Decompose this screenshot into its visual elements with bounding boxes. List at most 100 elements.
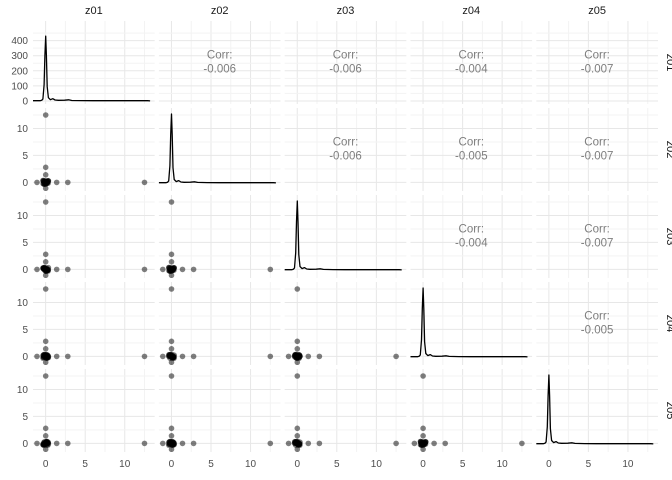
panel-grid xyxy=(536,195,659,278)
scatter-point xyxy=(42,353,49,360)
panel-z05-z01-scatter xyxy=(33,369,155,452)
panel-z03-z01-scatter xyxy=(33,195,155,278)
scatter-point xyxy=(42,112,49,118)
panel-grid xyxy=(410,282,533,365)
strip-label-right-z01: z01 xyxy=(664,54,672,72)
panel-z04-z03-scatter xyxy=(284,282,407,365)
scatter-point xyxy=(294,359,301,365)
scatter-points xyxy=(34,373,148,452)
panel-z02-z01-scatter xyxy=(33,108,155,191)
scatter-point xyxy=(294,373,301,379)
scatter-points xyxy=(160,286,274,365)
scatter-point xyxy=(294,446,301,452)
y-tick-label: 5 xyxy=(22,412,28,423)
panel-z01-z01-density xyxy=(33,21,155,104)
scatter-point xyxy=(53,353,60,360)
panel-grid xyxy=(410,108,533,191)
panel-z02-z05-corr: Corr: -0.007 xyxy=(536,108,659,191)
scatter-point xyxy=(168,346,175,352)
scatter-point xyxy=(168,266,175,273)
scatter-point xyxy=(65,353,71,360)
scatter-point xyxy=(393,353,399,360)
y-tick-label: 10 xyxy=(17,124,29,135)
corr-value: -0.005 xyxy=(581,325,614,337)
scatter-point xyxy=(141,266,148,273)
y-tick-label-row1: 100 xyxy=(11,81,28,92)
x-tick-label: 10 xyxy=(119,459,131,470)
density-curve xyxy=(410,287,528,358)
scatter-points xyxy=(34,199,148,278)
x-tick-label: 10 xyxy=(245,459,257,470)
scatter-point xyxy=(42,286,49,292)
y-tick-label-row1: 200 xyxy=(11,66,28,77)
panel-z05-z05-density xyxy=(536,369,659,452)
scatter-point xyxy=(168,446,175,452)
scatter-point xyxy=(267,440,274,447)
scatter-point xyxy=(190,353,197,360)
panel-z01-z03-corr: Corr: -0.006 xyxy=(284,21,407,104)
panel-z03-z02-scatter xyxy=(158,195,281,278)
panel-z03-z04-corr: Corr: -0.004 xyxy=(410,195,533,278)
y-tick-label: 0 xyxy=(22,352,28,363)
x-tick-label: 0 xyxy=(420,459,426,470)
panel-grid xyxy=(536,282,659,365)
panel-z05-z02-scatter xyxy=(158,369,281,452)
scatter-point xyxy=(420,373,426,379)
scatter-point xyxy=(34,440,40,447)
scatter-point xyxy=(294,353,301,360)
scatter-point xyxy=(42,425,49,432)
scatter-point xyxy=(305,440,312,447)
panel-z04-z02-scatter xyxy=(158,282,281,365)
corr-label: Corr: xyxy=(459,224,485,236)
corr-value: -0.007 xyxy=(581,64,614,76)
corr-value: -0.006 xyxy=(203,64,236,76)
scatter-points xyxy=(160,199,274,278)
scatter-point xyxy=(42,373,49,379)
strip-label-right-z05: z05 xyxy=(664,402,672,420)
corr-label: Corr: xyxy=(584,224,610,236)
panel-grid xyxy=(410,21,533,104)
scatter-point xyxy=(420,446,426,452)
scatter-point xyxy=(179,440,186,447)
scatter-point xyxy=(42,266,49,273)
strip-label-top-z03: z03 xyxy=(337,5,355,17)
panel-z03-z05-corr: Corr: -0.007 xyxy=(536,195,659,278)
scatter-point xyxy=(168,425,175,432)
x-tick-label: 10 xyxy=(371,459,383,470)
scatter-point xyxy=(420,425,426,432)
scatter-points xyxy=(34,286,148,365)
panel-grid xyxy=(410,369,533,452)
corr-value: -0.006 xyxy=(329,151,362,163)
scatter-point xyxy=(42,433,49,439)
scatter-point xyxy=(42,440,49,447)
scatter-point xyxy=(179,266,186,273)
y-tick-label-row1: 400 xyxy=(11,36,28,47)
y-tick-label: 5 xyxy=(22,325,28,336)
scatter-point xyxy=(267,353,274,360)
strip-label-top-z02: z02 xyxy=(211,5,229,17)
scatter-point xyxy=(519,440,525,447)
scatter-point xyxy=(34,353,40,360)
strip-label-right-z03: z03 xyxy=(664,228,672,246)
scatter-point xyxy=(431,440,437,447)
strip-label-top-z04: z04 xyxy=(462,5,480,17)
panel-grid xyxy=(158,108,281,191)
scatter-point xyxy=(190,440,197,447)
scatter-point xyxy=(316,353,323,360)
density-curve xyxy=(284,200,402,271)
corr-label: Corr: xyxy=(207,50,233,62)
scatter-point xyxy=(42,179,49,186)
corr-value: -0.005 xyxy=(455,151,488,163)
scatter-point xyxy=(168,353,175,360)
panel-z02-z03-corr: Corr: -0.006 xyxy=(284,108,407,191)
scatter-point xyxy=(53,266,60,273)
scatter-point xyxy=(285,353,292,360)
panel-grid xyxy=(284,108,407,191)
scatter-point xyxy=(34,266,40,273)
scatter-point xyxy=(442,440,448,447)
density-curve xyxy=(158,113,276,184)
y-tick-label-row1: 0 xyxy=(22,96,28,107)
